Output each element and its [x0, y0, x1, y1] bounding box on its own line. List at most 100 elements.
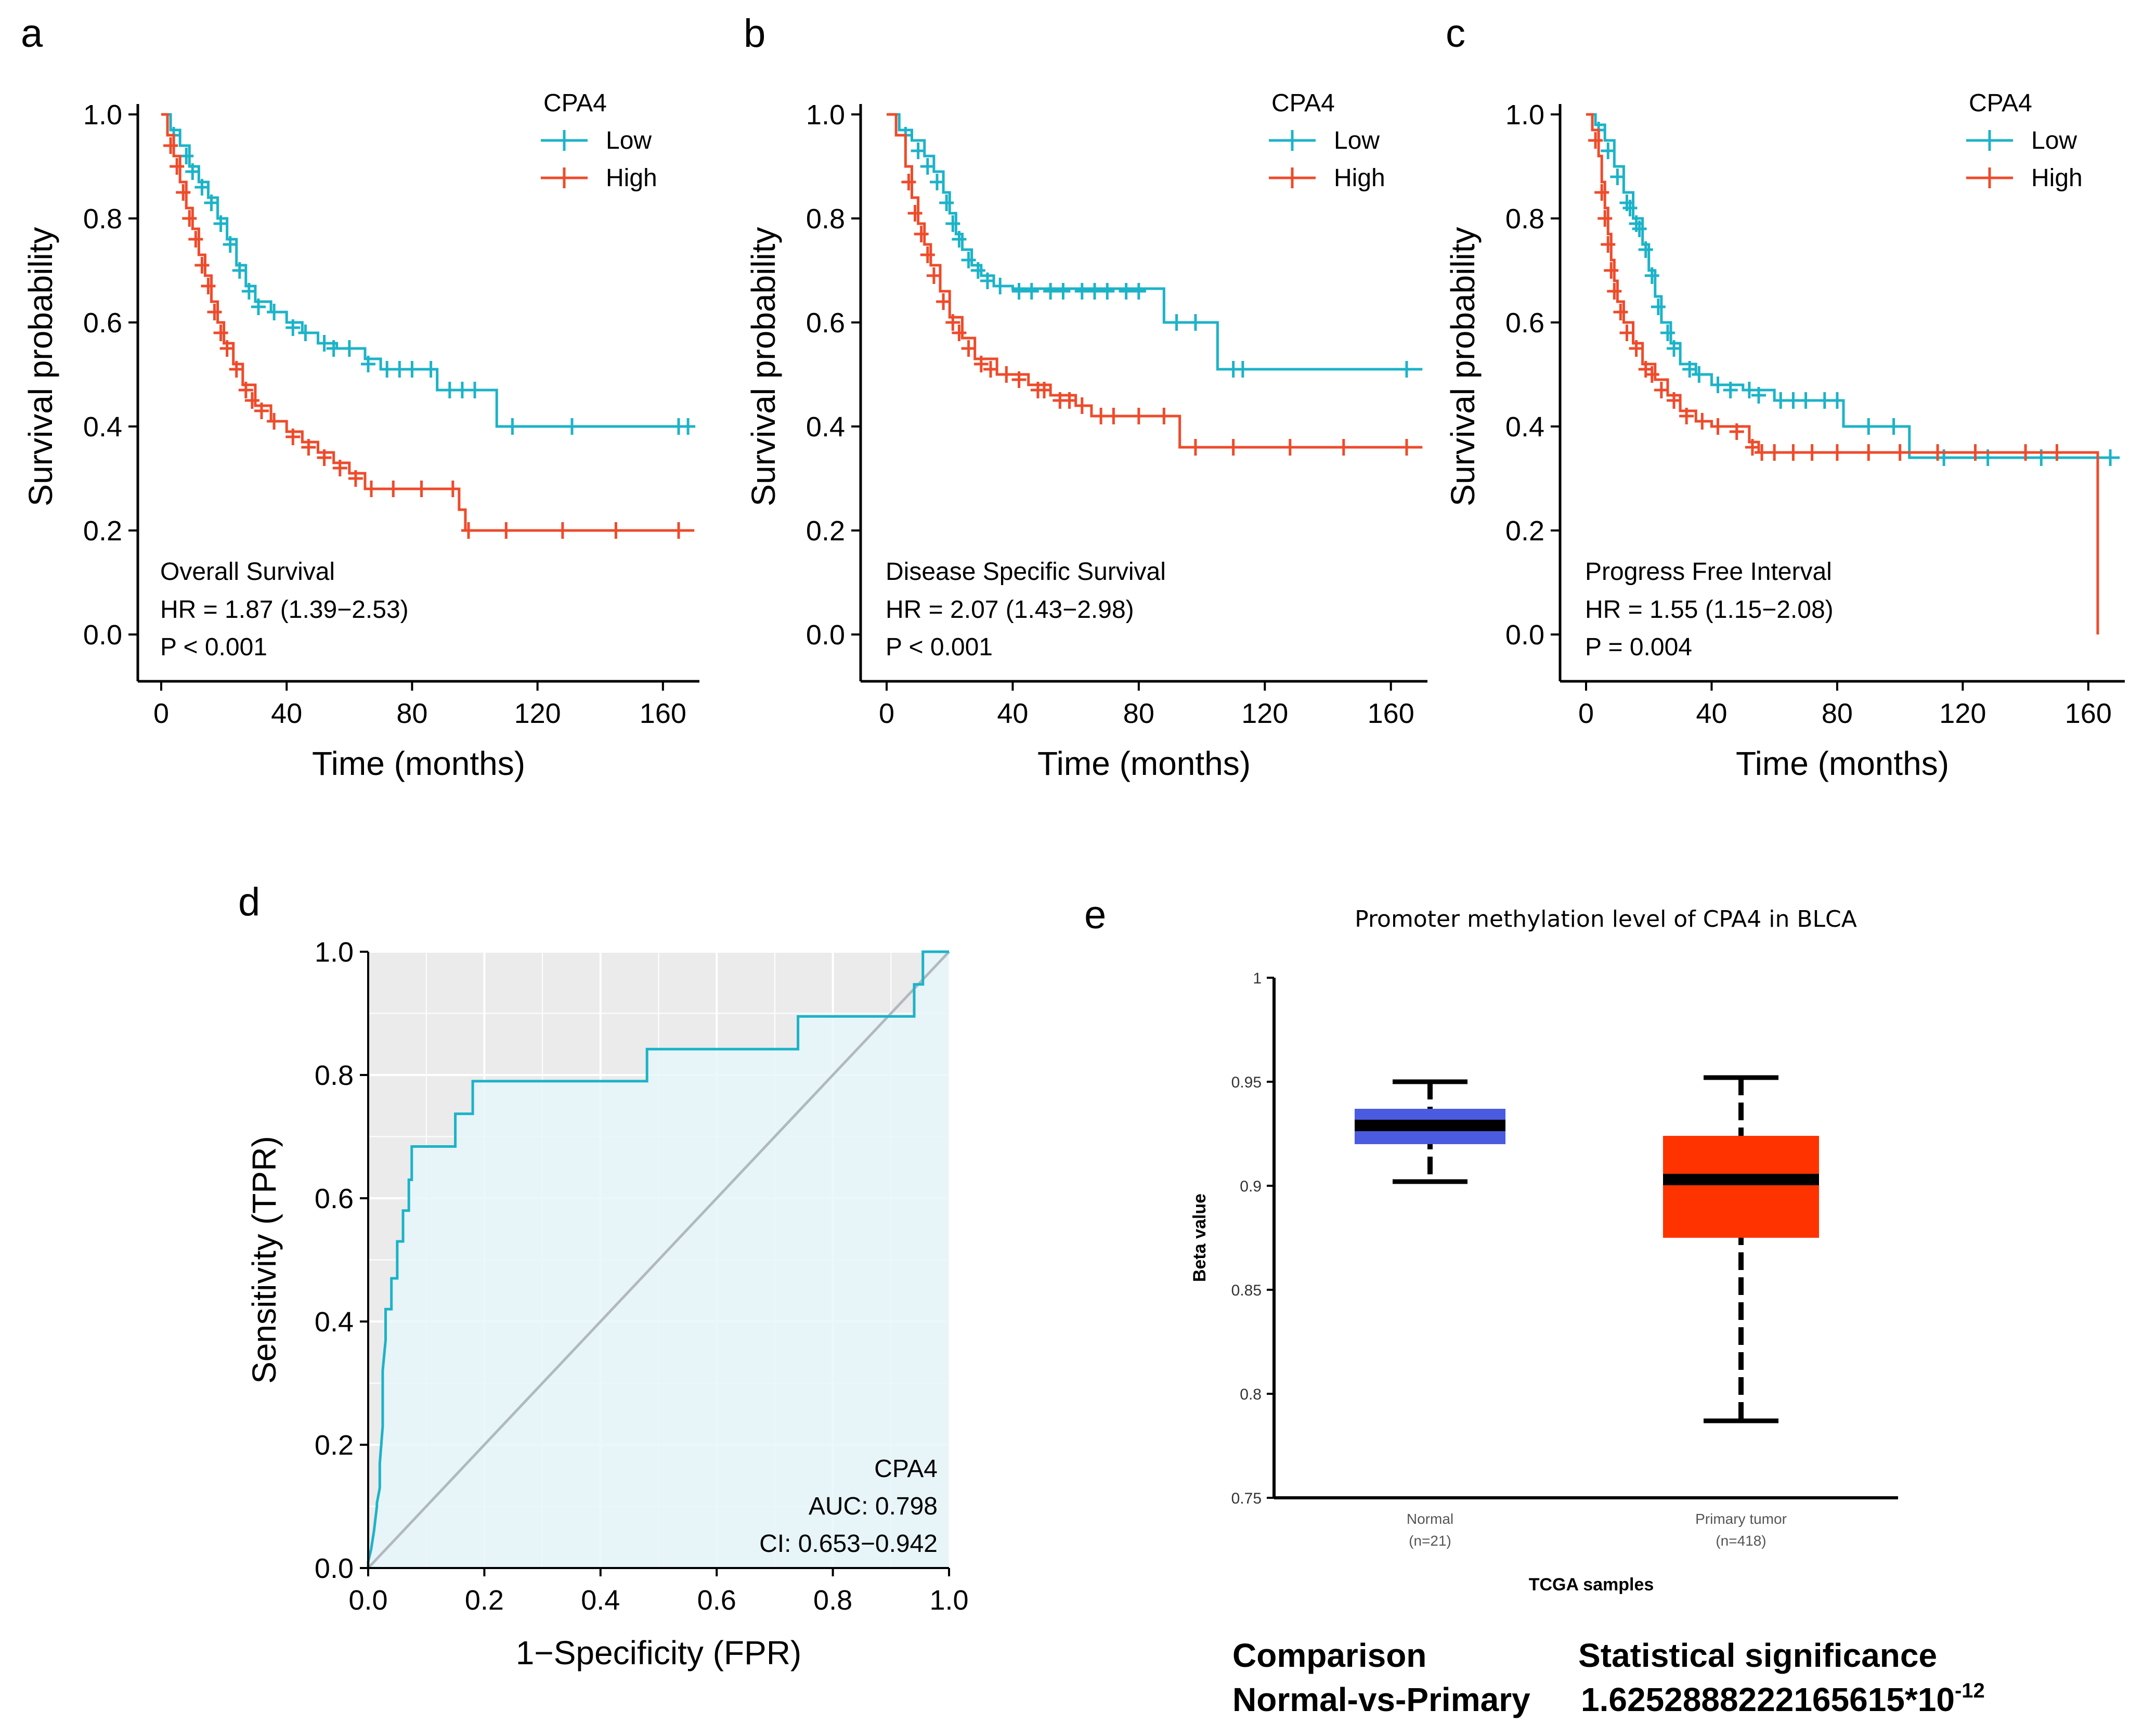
- y-tick-label: 0.4: [806, 411, 845, 443]
- censor-mark-low: [929, 174, 944, 190]
- censor-mark-high: [1710, 418, 1725, 435]
- panel-letter-e: e: [1084, 893, 1106, 937]
- stats-significance-value: 1.6252888222165615*10-12: [1581, 1679, 1985, 1718]
- censor-mark-high: [1892, 444, 1907, 461]
- x-tick-label: 0.8: [813, 1585, 852, 1616]
- censor-mark-low: [1188, 314, 1203, 331]
- auc-label: AUC: 0.798: [809, 1493, 938, 1520]
- x-tick-label: 80: [396, 698, 427, 729]
- y-tick-label: 1.0: [1505, 99, 1544, 131]
- censor-mark-high: [1629, 340, 1644, 357]
- y-axis-title: Survival probability: [1444, 227, 1482, 506]
- x-tick-label: 0.6: [697, 1585, 736, 1616]
- x-category-label: Primary tumor: [1695, 1511, 1787, 1527]
- x-tick-label: 80: [1123, 698, 1154, 729]
- censor-mark-high: [170, 158, 185, 175]
- censor-mark-low: [467, 382, 483, 398]
- censor-mark-low: [1817, 392, 1832, 409]
- censor-mark-high: [2049, 444, 2064, 461]
- y-tick-label: 0.85: [1231, 1282, 1262, 1299]
- censor-mark-low: [1644, 267, 1659, 284]
- censor-mark-high: [671, 522, 686, 539]
- censor-mark-high: [1829, 444, 1845, 461]
- censor-mark-low: [204, 195, 219, 211]
- x-tick-label: 160: [2065, 698, 2112, 729]
- y-tick-label: 0.0: [83, 619, 122, 651]
- censor-mark-high: [1804, 444, 1820, 461]
- roc-curve: [367, 950, 949, 1568]
- censor-mark-high: [301, 439, 316, 456]
- box-primary-tumor: [1663, 1136, 1819, 1238]
- km-curve-low: [1586, 113, 2120, 459]
- ci-label: CI: 0.653−0.942: [759, 1530, 938, 1558]
- censor-mark-low: [1773, 392, 1788, 409]
- p-value-label: P < 0.001: [160, 633, 267, 661]
- censor-mark-low: [1682, 361, 1697, 378]
- censor-mark-low: [1886, 418, 1901, 435]
- censor-mark-low: [1399, 361, 1414, 378]
- censor-mark-low: [1011, 283, 1027, 300]
- censor-mark-high: [267, 413, 282, 430]
- censor-mark-low: [1798, 392, 1813, 409]
- y-tick-label: 1: [1253, 970, 1262, 987]
- censor-mark-low: [1638, 241, 1653, 258]
- censor-mark-low: [185, 163, 200, 180]
- censor-mark-low: [1235, 361, 1250, 378]
- censor-mark-high: [926, 267, 941, 284]
- censor-mark-high: [961, 340, 976, 357]
- censor-mark-high: [1968, 444, 1983, 461]
- censor-mark-high: [1074, 397, 1089, 414]
- panel-d: d 0.0 0.2 0.4 0.6 0.8 1.0 0.0 0.2 0.4 0.6 0.8 1.0 1−S…: [238, 880, 969, 1672]
- legend-label-high: High: [2031, 164, 2083, 192]
- x-tick-label: 40: [997, 698, 1028, 729]
- survival-type-label: Disease Specific Survival: [886, 558, 1166, 586]
- panel-e: e Promoter methylation level of CPA4 in B…: [1084, 893, 1985, 1718]
- censor-mark-high: [163, 137, 178, 154]
- panel-b: b 0.0 0.2 0.4 0.6 0.8 1.0 0 40 80 120 160 Time (mont…: [744, 11, 1427, 782]
- y-tick-label: 0.8: [1240, 1386, 1262, 1403]
- censor-mark-low: [213, 215, 228, 232]
- censor-mark-low: [1074, 283, 1089, 300]
- legend-label-low: Low: [606, 127, 652, 154]
- censor-mark-high: [414, 481, 429, 497]
- x-tick-label: 120: [514, 698, 561, 729]
- panel-letter-d: d: [238, 880, 260, 924]
- censor-mark-high: [332, 460, 347, 476]
- censor-mark-low: [298, 325, 313, 341]
- censor-mark-high: [1644, 366, 1659, 383]
- censor-mark-high: [1282, 439, 1297, 456]
- x-tick-label: 40: [271, 698, 302, 729]
- stats-header-significance: Statistical significance: [1578, 1637, 1937, 1674]
- km-curve-high: [161, 113, 695, 532]
- legend-title: CPA4: [1271, 89, 1335, 117]
- x-tick-label: 1.0: [929, 1585, 968, 1616]
- censor-mark-low: [454, 382, 470, 398]
- censor-mark-low: [1660, 325, 1675, 341]
- censor-mark-low: [1723, 382, 1738, 398]
- censor-mark-high: [201, 278, 216, 294]
- censor-mark-low: [1710, 377, 1725, 393]
- censor-mark-high: [317, 449, 332, 466]
- legend-title: CPA4: [543, 89, 607, 117]
- censor-mark-high: [1062, 392, 1077, 409]
- x-tick-label: 120: [1241, 698, 1288, 729]
- y-axis-title: Survival probability: [745, 227, 782, 506]
- y-tick-label: 0.8: [83, 203, 122, 235]
- stats-header-comparison: Comparison: [1232, 1637, 1426, 1674]
- y-tick-label: 1.0: [806, 99, 845, 131]
- x-axis-title: 1−Specificity (FPR): [516, 1634, 801, 1672]
- censor-mark-low: [1087, 283, 1102, 300]
- x-tick-label: 160: [640, 698, 686, 729]
- censor-mark-high: [1607, 283, 1622, 300]
- y-tick-label: 0.2: [315, 1430, 354, 1461]
- x-tick-label: 80: [1822, 698, 1853, 729]
- censor-mark-low: [1692, 366, 1707, 383]
- censor-mark-low: [179, 148, 194, 164]
- censor-mark-high: [238, 382, 253, 398]
- p-value-label: P = 0.004: [1585, 633, 1692, 661]
- x-axis-title: TCGA samples: [1529, 1575, 1654, 1595]
- x-axis-title: Time (months): [1736, 745, 1949, 782]
- censor-mark-low: [980, 273, 995, 289]
- censor-mark-low: [241, 283, 256, 300]
